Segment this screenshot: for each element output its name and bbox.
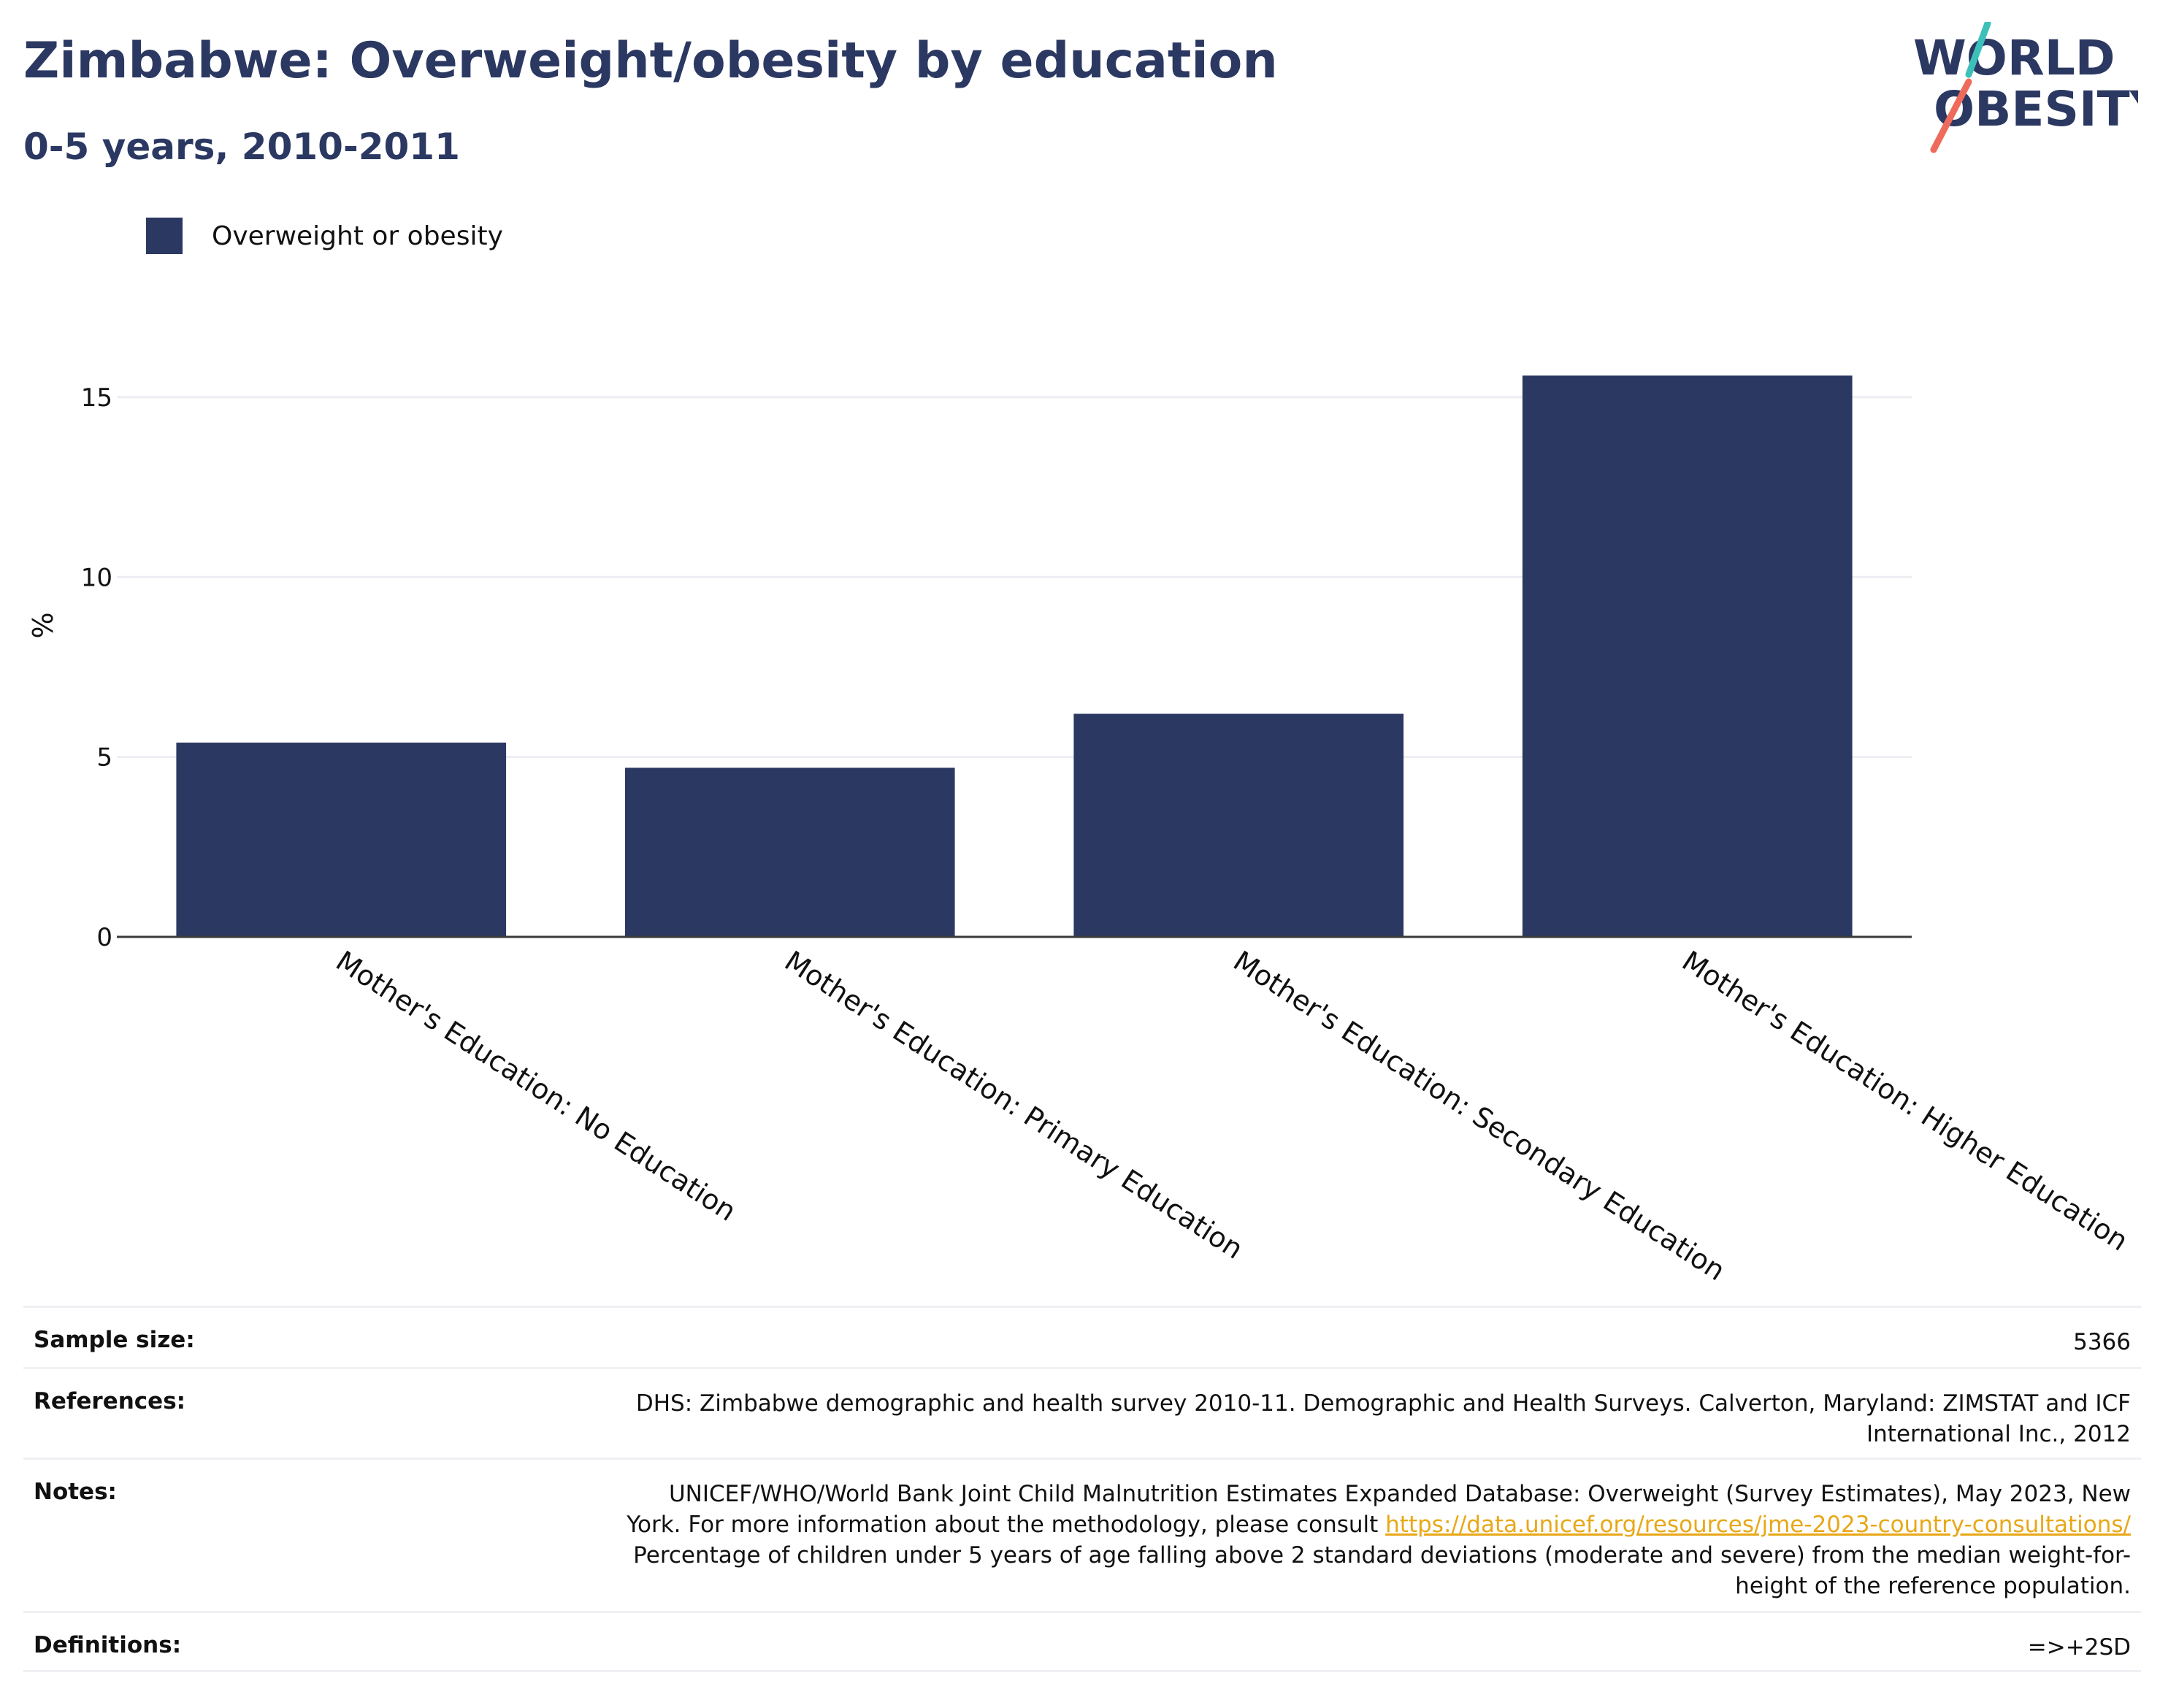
logo-slash-bottom: [1930, 78, 1972, 153]
chart-title: Zimbabwe: Overweight/obesity by educatio…: [23, 32, 1278, 90]
notes-line-text: York. For more information about the met…: [627, 1512, 1386, 1538]
world-obesity-logo: WORLD OBESITY: [1913, 22, 2138, 153]
notes-line: UNICEF/WHO/World Bank Joint Child Malnut…: [668, 1481, 2131, 1507]
y-axis-label: %: [27, 612, 59, 638]
notes-label: Notes:: [34, 1479, 117, 1505]
sample-size-value: 5366: [2073, 1329, 2131, 1355]
sample-size-label: Sample size:: [34, 1327, 195, 1353]
methodology-link[interactable]: https://data.unicef.org/resources/jme-20…: [1385, 1512, 2131, 1538]
y-tick-label: 5: [96, 743, 112, 773]
definitions-label: Definitions:: [34, 1632, 182, 1658]
legend: Overweight or obesity: [146, 218, 503, 254]
notes-value: UNICEF/WHO/World Bank Joint Child Malnut…: [627, 1479, 2131, 1601]
bar: [1522, 375, 1853, 937]
x-tick-label: Mother's Education: No Education: [330, 945, 742, 1228]
definitions-row: Definitions: =>+2SD: [23, 1611, 2141, 1672]
bar: [1073, 713, 1404, 937]
y-tick-label: 15: [81, 383, 112, 413]
logo-slash-top: [1965, 22, 1991, 78]
references-value: DHS: Zimbabwe demographic and health sur…: [636, 1388, 2131, 1449]
x-tick-label: Mother's Education: Secondary Education: [1228, 945, 1731, 1285]
y-tick-label: 10: [81, 563, 112, 592]
definitions-value: =>+2SD: [2027, 1634, 2131, 1661]
notes-line: Percentage of children under 5 years of …: [633, 1542, 2131, 1569]
references-label: References:: [34, 1388, 186, 1414]
bar: [176, 742, 507, 937]
references-row: References: DHS: Zimbabwe demographic an…: [23, 1367, 2141, 1458]
sample-size-row: Sample size: 5366: [23, 1306, 2141, 1367]
y-tick-label: 0: [96, 923, 112, 952]
references-line: International Inc., 2012: [1866, 1421, 2131, 1447]
notes-row: Notes: UNICEF/WHO/World Bank Joint Child…: [23, 1458, 2141, 1611]
metadata-table: Sample size: 5366 References: DHS: Zimba…: [23, 1306, 2141, 1672]
chart-subtitle: 0-5 years, 2010-2011: [23, 126, 460, 168]
x-tick-label: Mother's Education: Primary Education: [779, 945, 1249, 1265]
legend-label: Overweight or obesity: [212, 221, 503, 251]
bar: [624, 767, 955, 937]
notes-line: height of the reference population.: [1735, 1573, 2131, 1599]
references-line: DHS: Zimbabwe demographic and health sur…: [635, 1390, 2131, 1417]
legend-swatch: [146, 218, 183, 254]
x-tick-label: Mother's Education: Higher Education: [1677, 945, 2134, 1257]
logo-text-world: WORLD: [1913, 30, 2115, 86]
notes-line: York. For more information about the met…: [627, 1509, 2131, 1540]
